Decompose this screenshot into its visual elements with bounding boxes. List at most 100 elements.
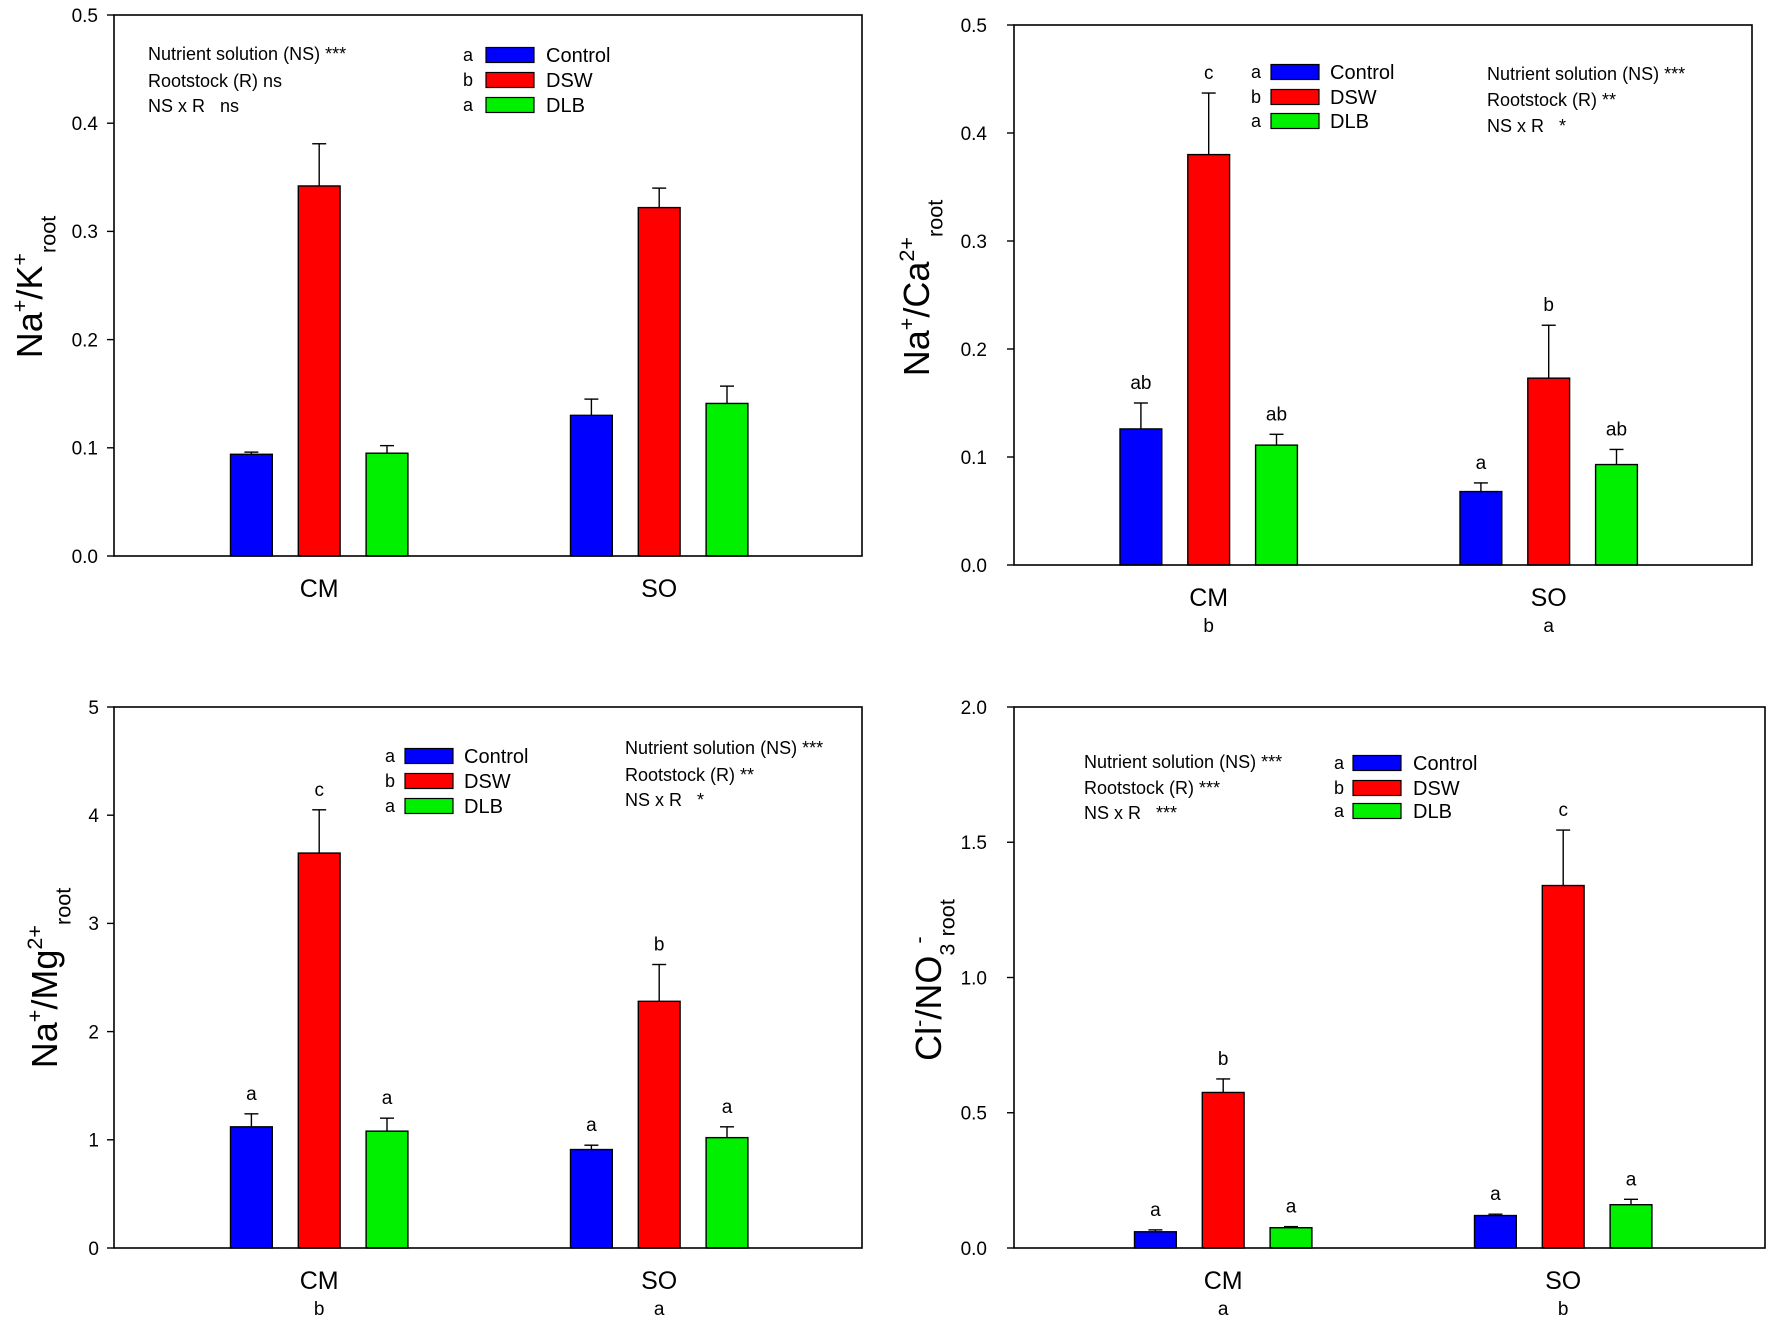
legend-swatch xyxy=(1352,802,1402,820)
bars: a a c b a a xyxy=(229,780,749,1249)
legend-item-dlb: a DLB xyxy=(1334,801,1452,823)
statistics-line: Rootstock (R) *** xyxy=(1084,778,1220,798)
statistics-line: Nutrient solution (NS) *** xyxy=(148,44,346,64)
significance-letter: b xyxy=(1543,295,1554,316)
statistics-line: NS x R ns xyxy=(148,96,239,116)
legend-label: DSW xyxy=(546,70,593,92)
bar-dlb-cm xyxy=(365,452,409,557)
statistics-line: Nutrient solution (NS) *** xyxy=(625,738,823,758)
bar-control-so xyxy=(569,414,613,557)
category-label: SO xyxy=(1545,1267,1581,1295)
legend-item-dsw: b DSW xyxy=(385,771,511,793)
y-tick-label: 1 xyxy=(88,1131,99,1152)
legend-significance-letter: b xyxy=(463,70,473,90)
significance-letter: ab xyxy=(1266,404,1287,425)
category-label: CM xyxy=(1189,584,1228,612)
y-axis-label-part: + xyxy=(22,1010,47,1023)
y-axis: 0.0 0.1 0.2 0.3 0.4 0.5 xyxy=(72,6,114,568)
significance-letter: a xyxy=(246,1084,257,1105)
y-axis-label-part: - xyxy=(906,1020,931,1027)
bar-control-cm xyxy=(1119,428,1163,566)
significance-letter: a xyxy=(1150,1200,1161,1221)
legend-label: DSW xyxy=(464,771,511,793)
y-tick-label: 0.5 xyxy=(72,6,98,27)
bar-dsw-cm xyxy=(1201,1091,1245,1249)
y-axis-label-part: + xyxy=(7,300,32,313)
y-tick-label: 0.4 xyxy=(72,114,99,135)
bar-dsw-so xyxy=(637,1000,681,1249)
bar-control-so xyxy=(1473,1214,1517,1249)
significance-letter: a xyxy=(586,1115,597,1136)
y-axis-label-part: root xyxy=(923,200,948,237)
statistics-line: Rootstock (R) ns xyxy=(148,71,282,91)
legend-item-dsw: b DSW xyxy=(463,70,593,92)
legend-item-control: a Control xyxy=(385,746,528,768)
statistics-line: NS x R *** xyxy=(1084,803,1177,823)
category-label: SO xyxy=(641,575,677,603)
significance-letter: c xyxy=(314,780,324,801)
bar-dlb-cm xyxy=(1269,1227,1313,1249)
y-axis-label-part: /Mg xyxy=(24,950,65,1010)
y-tick-label: 2.0 xyxy=(961,698,987,719)
category-significance-letter: a xyxy=(1543,616,1554,637)
significance-letter: a xyxy=(382,1088,393,1109)
legend-item-dsw: b DSW xyxy=(1251,87,1377,109)
y-tick-label: 3 xyxy=(88,914,99,935)
y-axis-label-part: root xyxy=(51,888,76,925)
bar-control-cm xyxy=(229,453,273,557)
significance-letter: ab xyxy=(1130,373,1151,394)
y-tick-label: 0.2 xyxy=(72,330,98,351)
y-tick-label: 0.3 xyxy=(961,232,987,253)
legend-label: Control xyxy=(1413,753,1477,775)
bar-dsw-cm xyxy=(297,185,341,557)
x-axis: CM SO xyxy=(300,575,678,603)
y-tick-label: 5 xyxy=(88,698,99,719)
legend-swatch xyxy=(1270,63,1320,81)
category-label: CM xyxy=(300,575,339,603)
y-tick-label: 0.0 xyxy=(961,556,987,577)
y-axis-label-part: Na xyxy=(24,1021,65,1068)
legend-swatch xyxy=(404,797,454,815)
y-axis-label-part: root xyxy=(935,899,960,936)
legend-label: DLB xyxy=(1330,111,1369,133)
category-significance-letter: a xyxy=(1218,1299,1229,1320)
y-axis-label-part: root xyxy=(36,216,61,253)
y-axis: 0.0 0.5 1.0 1.5 2.0 xyxy=(961,698,1014,1260)
legend-significance-letter: a xyxy=(1334,801,1345,821)
legend: a Control b DSW a DLB xyxy=(463,45,610,117)
bar-dsw-so xyxy=(637,206,681,557)
y-axis: 0.0 0.1 0.2 0.3 0.4 0.5 xyxy=(961,16,1014,577)
legend-label: DLB xyxy=(1413,801,1452,823)
legend-significance-letter: b xyxy=(385,771,395,791)
y-axis-label-part: Cl xyxy=(908,1027,949,1061)
legend-significance-letter: a xyxy=(463,95,474,115)
legend-item-dlb: a DLB xyxy=(385,796,503,818)
bar-control-cm xyxy=(229,1126,273,1249)
statistics-line: Rootstock (R) ** xyxy=(1487,90,1616,110)
x-axis: CM b SO a xyxy=(1189,584,1567,637)
statistics-line: NS x R * xyxy=(1487,116,1566,136)
category-label: CM xyxy=(1204,1267,1243,1295)
bar-dlb-cm xyxy=(365,1130,409,1249)
bar-control-so xyxy=(1459,490,1503,566)
significance-letter: a xyxy=(1286,1197,1297,1218)
plot-frame xyxy=(1013,24,1753,566)
y-axis-label-part: 3 xyxy=(935,944,960,956)
y-tick-label: 0.5 xyxy=(961,1104,987,1125)
legend-item-control: a Control xyxy=(1334,753,1477,775)
significance-letter: a xyxy=(1490,1184,1501,1205)
bar-dsw-so xyxy=(1541,884,1585,1249)
legend-swatch xyxy=(485,71,535,89)
bar-dlb-so xyxy=(1609,1204,1653,1249)
y-tick-label: 1.5 xyxy=(961,833,987,854)
legend-swatch xyxy=(1270,88,1320,106)
legend-swatch xyxy=(404,747,454,765)
y-axis-label: Cl-/NO3-root xyxy=(906,899,960,1061)
y-axis-label-part: + xyxy=(7,253,32,266)
y-axis-label-part: /NO xyxy=(908,956,949,1020)
chart-panel-4: aabcaa0.00.51.01.52.0Cl-/NO3-rootCMaSObN… xyxy=(906,698,1766,1320)
significance-letter: a xyxy=(1626,1169,1637,1190)
legend-significance-letter: a xyxy=(1334,753,1345,773)
